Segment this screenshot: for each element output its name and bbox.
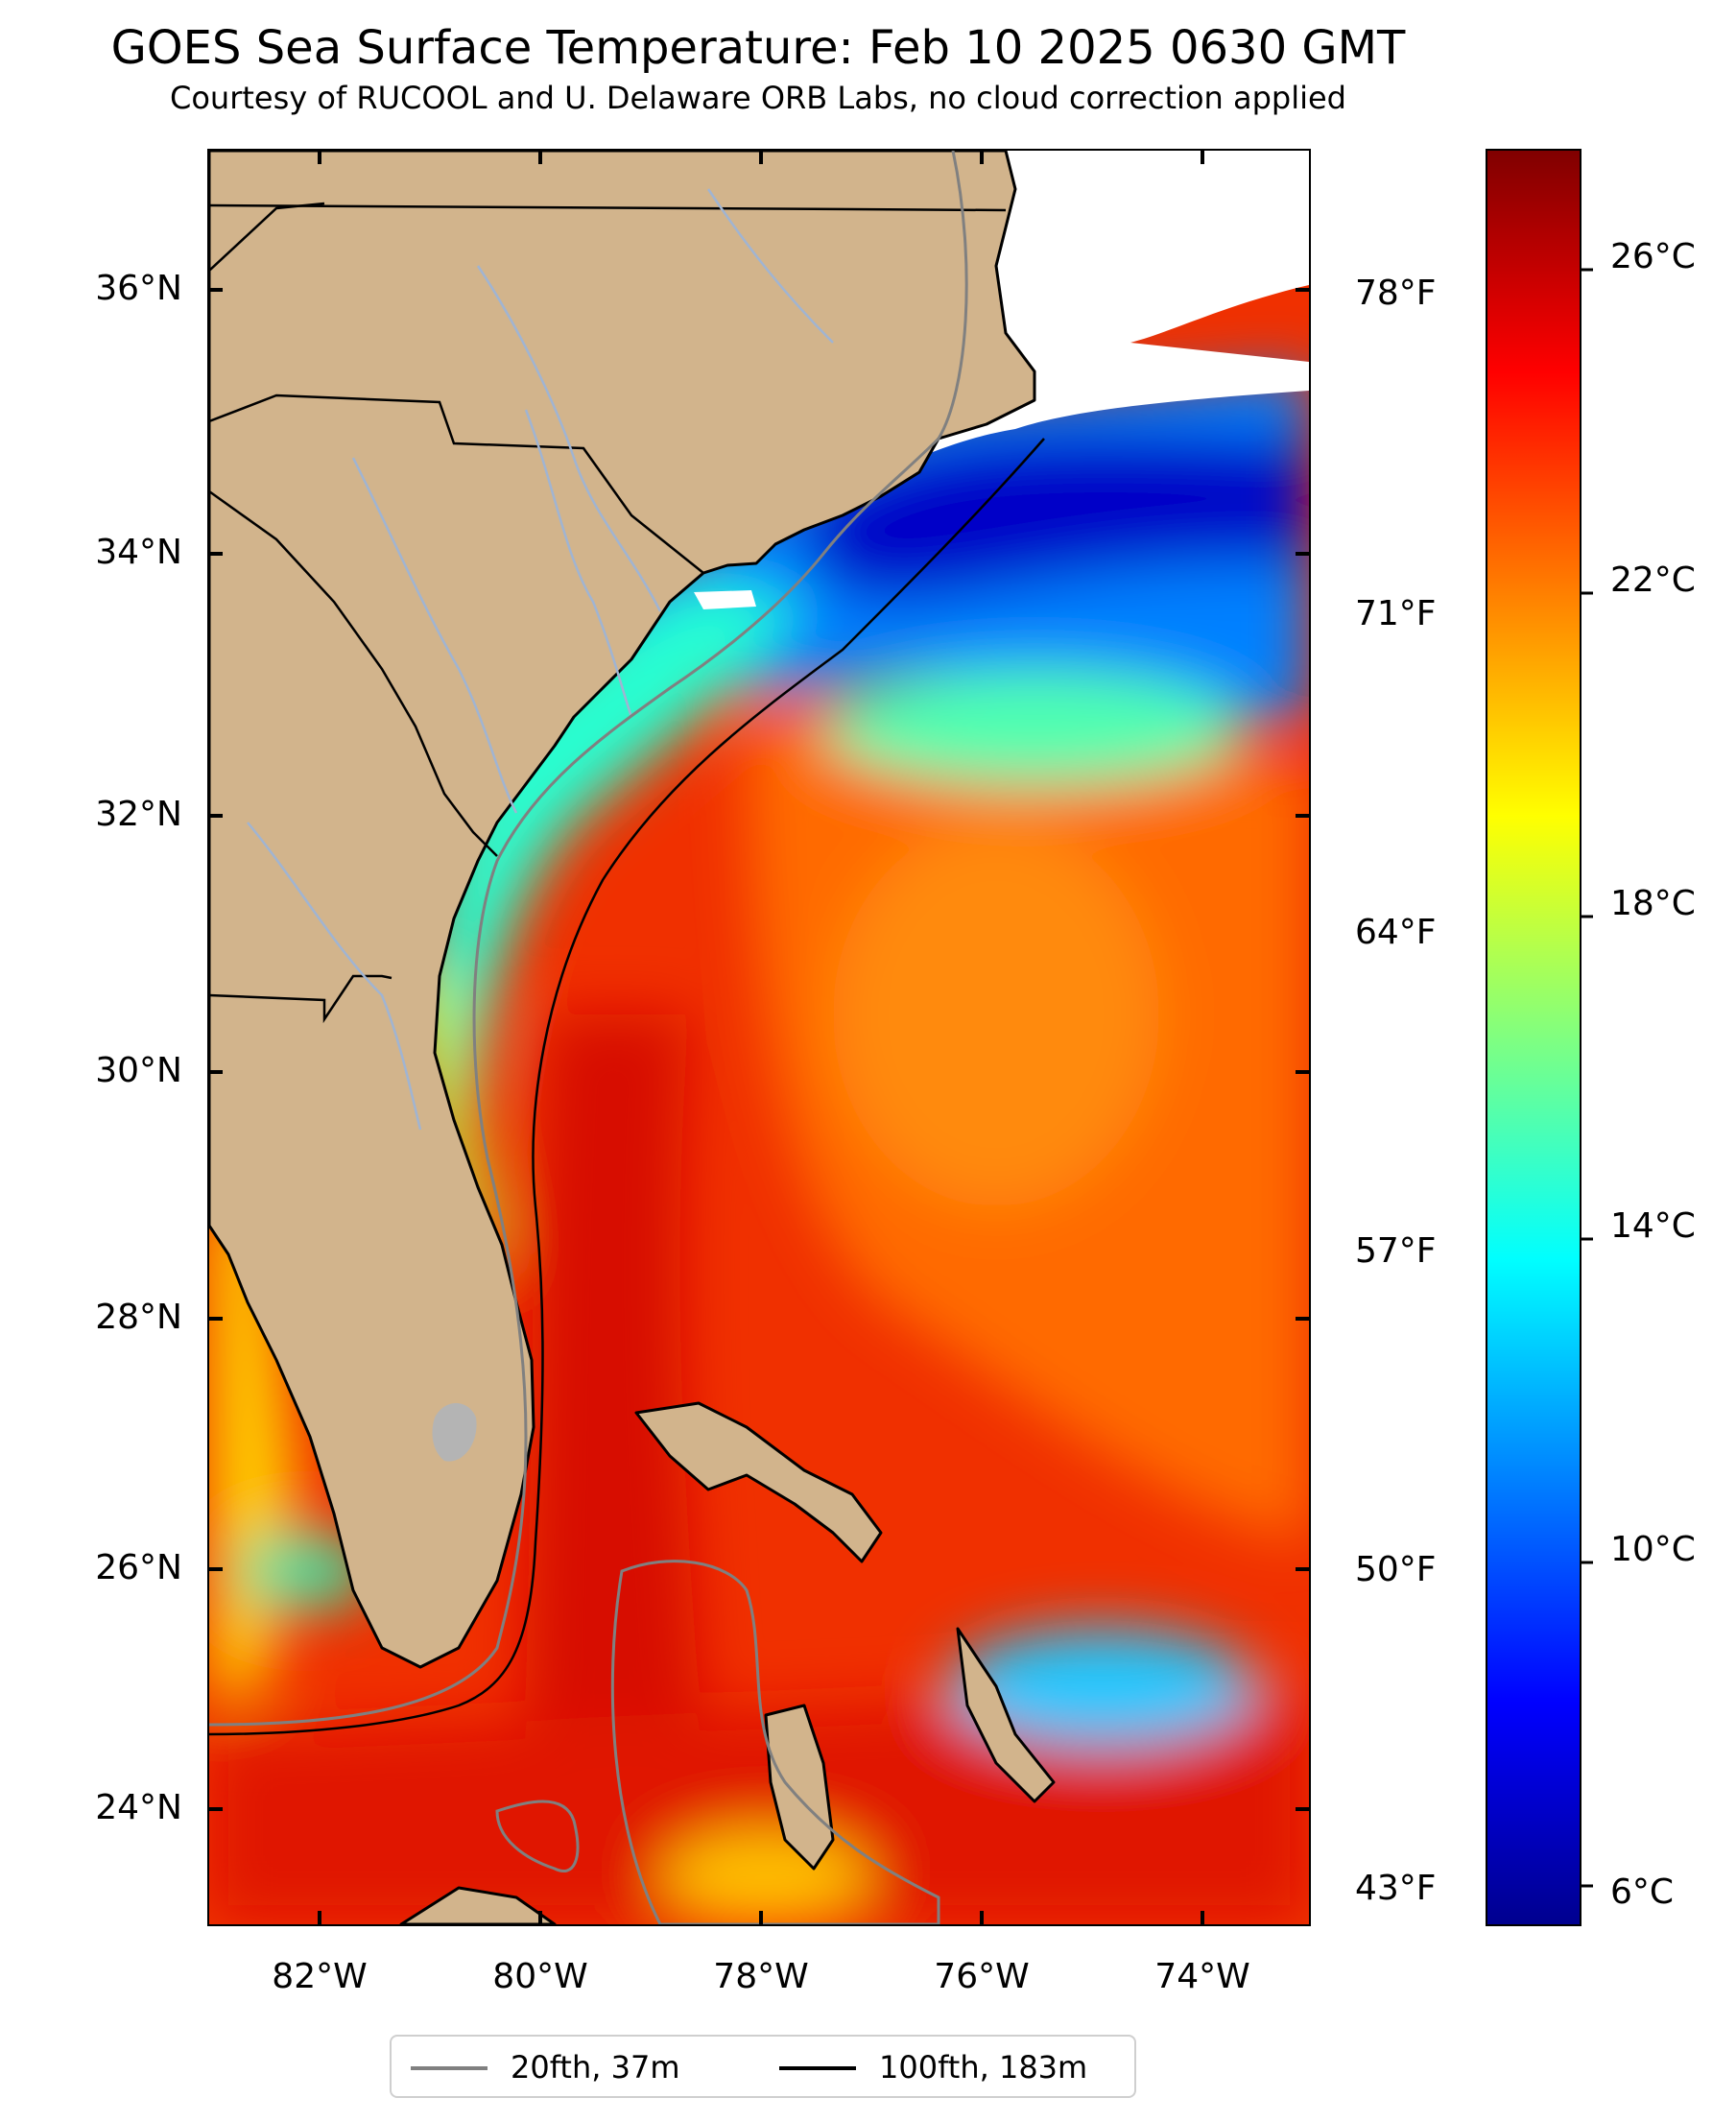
legend-label-20fth: 20fth, 37m [511,2049,680,2086]
grand-bahama [634,1401,883,1563]
cuba-fragment [399,1886,557,1924]
gulf-stream-core [516,1014,708,1924]
fahrenheit-label-43: 43°F [1355,1869,1437,1908]
southern-warm-band [209,1686,1309,1924]
lat-label-30n: 30°N [95,1051,182,1090]
cloud-patch-coast [694,590,756,609]
lon-label-76w: 76°W [934,1957,1030,1996]
isobath-legend: 20fth, 37m 100fth, 183m [390,2035,1136,2098]
rivers [247,188,834,1131]
lon-label-80w: 80°W [492,1957,588,1996]
lat-label-34n: 34°N [95,533,182,572]
lat-label-26n: 26°N [95,1548,182,1587]
lat-label-24n: 24°N [95,1788,182,1827]
celsius-label-22: 22°C [1610,560,1696,600]
cool-patch-se [948,1629,1255,1744]
yellow-patch-bahamas [660,1830,871,1924]
celsius-label-18: 18°C [1610,884,1696,923]
legend-label-100fth: 100fth, 183m [879,2049,1088,2086]
ga-fl-border [209,974,392,1024]
fahrenheit-label-57: 57°F [1355,1231,1437,1271]
colorbar-ticks [1580,268,1593,1888]
river-1 [476,265,662,612]
celsius-label-10: 10°C [1610,1530,1696,1569]
green-patch-east [823,669,1246,784]
lake-okeechobee [432,1403,477,1462]
celsius-label-14: 14°C [1610,1206,1696,1246]
lat-label-28n: 28°N [95,1298,182,1337]
cyan-patch-gulf [238,1533,372,1609]
ga-sc-border [209,489,498,857]
isobath-100fth [209,438,1045,1736]
river-2 [524,409,633,718]
legend-line-100fth [779,2066,856,2070]
isobath-20fth-small-bank [495,1800,580,1872]
river-3 [351,457,518,814]
sst-map-canvas [209,151,1309,1924]
fahrenheit-label-50: 50°F [1355,1550,1437,1589]
orange-eddy [833,823,1159,1206]
fahrenheit-label-64: 64°F [1355,913,1437,952]
nc-sc-border [209,393,704,574]
isobath-20fth-bahamas [610,1560,940,1924]
temperature-colorbar [1486,149,1581,1926]
lat-label-32n: 32°N [95,795,182,834]
andros-island [764,1704,835,1871]
lon-label-78w: 78°W [713,1957,809,1996]
state-borders [209,202,1007,1024]
river-5 [706,188,834,344]
nc-ga-border [209,202,325,272]
fahrenheit-label-71: 71°F [1355,594,1437,633]
eleuthera [956,1627,1056,1803]
river-4 [247,822,422,1131]
isobath-20fth [209,151,968,1727]
coldest-water [798,431,1309,602]
celsius-label-26: 26°C [1610,237,1696,276]
tick-marks [209,151,1309,1924]
lat-label-36n: 36°N [95,269,182,308]
legend-line-20fth [411,2066,488,2070]
va-nc-border [209,203,1007,212]
celsius-label-6: 6°C [1610,1872,1675,1912]
map-subtitle: Courtesy of RUCOOL and U. Delaware ORB L… [170,80,1346,116]
sst-map [207,149,1311,1926]
map-title: GOES Sea Surface Temperature: Feb 10 202… [110,21,1406,75]
lon-label-74w: 74°W [1154,1957,1250,1996]
lon-label-82w: 82°W [272,1957,368,1996]
fahrenheit-label-78: 78°F [1355,274,1437,313]
